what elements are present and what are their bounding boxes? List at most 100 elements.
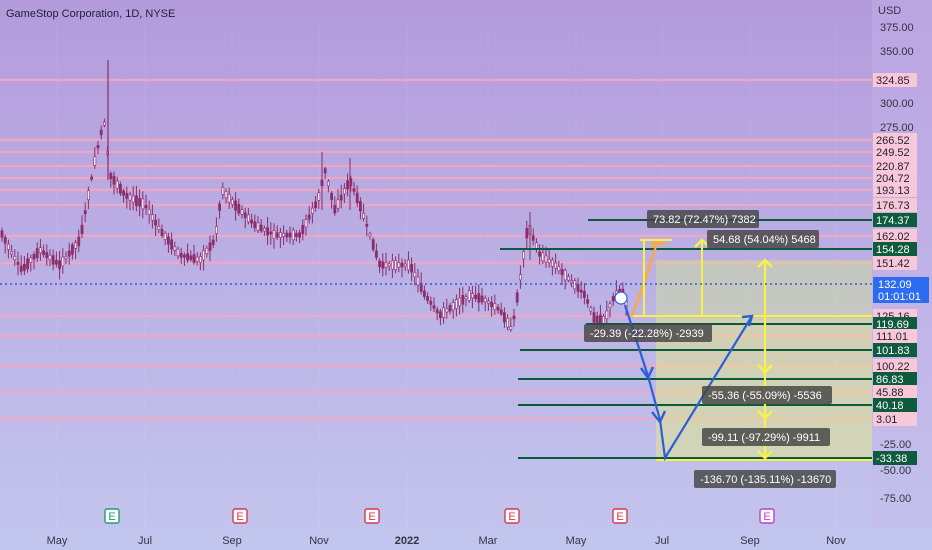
y-tick-label: -50.00	[880, 465, 911, 477]
candle-body	[71, 244, 74, 255]
price-axis-ticks: 375.00 350.00 300.00 275.00 -25.00 -50.00 -75.…	[880, 22, 914, 505]
price-level-label: -33.38	[876, 453, 907, 465]
x-tick-label: Sep	[740, 535, 760, 547]
candle-body	[480, 295, 484, 303]
candle-body	[211, 239, 215, 246]
candle-body	[99, 129, 103, 136]
candle-body	[493, 303, 497, 310]
candle-body	[26, 258, 30, 270]
measurement-text: 73.82 (72.47%) 7382	[653, 214, 756, 226]
candle-body	[362, 212, 366, 219]
earnings-marker-label: E	[368, 511, 375, 523]
candle-body	[240, 209, 244, 215]
price-level-label: 119.69	[876, 319, 909, 331]
candle-body	[490, 301, 494, 307]
candle-body	[160, 229, 164, 236]
candle-body	[365, 224, 369, 227]
candle-body	[64, 256, 68, 259]
price-level-tag	[873, 398, 917, 412]
measurement-boxes: 73.82 (72.47%) 7382 54.68 (54.04%) 5468 -2…	[584, 210, 836, 488]
candle-body	[253, 221, 257, 229]
earnings-marker[interactable]	[612, 508, 628, 524]
blue-arrowhead	[741, 314, 754, 327]
candle-body	[560, 269, 564, 275]
candle-body	[275, 232, 279, 238]
candle-body	[458, 297, 462, 307]
price-level-tag	[873, 171, 917, 185]
candle-body	[611, 296, 615, 302]
candle-body	[323, 168, 327, 174]
candle-body	[262, 228, 266, 232]
candle-body	[0, 230, 4, 238]
price-level-label: 40.18	[876, 400, 904, 412]
candle-body	[157, 226, 161, 230]
price-level-label: 100.22	[876, 361, 910, 373]
candle-body	[307, 214, 311, 220]
candle-body	[237, 204, 241, 214]
candles	[0, 60, 628, 335]
candle-body	[96, 145, 100, 149]
yellow-arrowhead	[757, 450, 773, 460]
candle-body	[125, 193, 129, 199]
x-tick-label: Nov	[826, 535, 846, 547]
candle-body	[218, 203, 222, 211]
earnings-marker[interactable]	[232, 508, 248, 524]
earnings-marker[interactable]	[104, 508, 120, 524]
candle-body	[54, 260, 58, 265]
candle-body	[310, 207, 314, 214]
candle-body	[352, 188, 356, 192]
candle-body	[378, 260, 382, 267]
candle-body	[131, 195, 135, 203]
candle-body	[103, 121, 106, 126]
candle-body	[483, 298, 487, 303]
earnings-marker[interactable]	[504, 508, 520, 524]
price-level-label: 176.73	[876, 200, 910, 212]
price-level-tag	[873, 145, 917, 159]
price-level-tag	[873, 133, 917, 147]
candle-body	[119, 184, 122, 194]
candle-body	[496, 306, 500, 311]
candle-body	[470, 293, 474, 299]
earnings-marker[interactable]	[364, 508, 380, 524]
candle-body	[3, 237, 7, 244]
candle-body	[499, 309, 503, 315]
candle-body	[464, 296, 468, 299]
candle-body	[35, 248, 39, 258]
candle-body	[176, 248, 180, 257]
candle-body	[288, 232, 292, 238]
earnings-marker-label: E	[236, 511, 243, 523]
candle-body	[154, 219, 158, 226]
dividend-marker[interactable]	[759, 508, 775, 524]
candle-body	[512, 315, 516, 320]
candle-body	[186, 253, 190, 261]
candle-body	[195, 256, 199, 262]
measurement-text: 54.68 (54.04%) 5468	[713, 234, 816, 246]
candle-body	[387, 263, 391, 267]
y-tick-label: -25.00	[880, 439, 911, 451]
candle-body	[173, 246, 177, 251]
candle-body	[151, 214, 154, 221]
candle-body	[477, 293, 481, 303]
candle-body	[547, 259, 551, 264]
candle-body	[51, 255, 55, 265]
measurement-box	[702, 428, 830, 446]
price-level-label: 101.83	[876, 345, 910, 357]
measurement-box	[647, 210, 759, 228]
candle-body	[416, 276, 420, 286]
candle-body	[250, 219, 254, 224]
y-tick-label: 375.00	[880, 22, 914, 34]
candle-body	[358, 201, 362, 212]
candle-body	[170, 239, 174, 250]
x-tick-label: Jul	[655, 535, 669, 547]
candle-body	[93, 156, 97, 166]
candle-body	[467, 290, 471, 301]
candle-body	[410, 264, 414, 273]
candle-body	[381, 261, 385, 269]
last-price-tag: 132.09 01:01:01	[873, 277, 929, 303]
price-level-label: 249.52	[876, 147, 910, 159]
candle-body	[294, 233, 298, 237]
candle-body	[589, 307, 593, 312]
price-level-label: 111.01	[876, 331, 908, 343]
candle-body	[454, 299, 458, 309]
